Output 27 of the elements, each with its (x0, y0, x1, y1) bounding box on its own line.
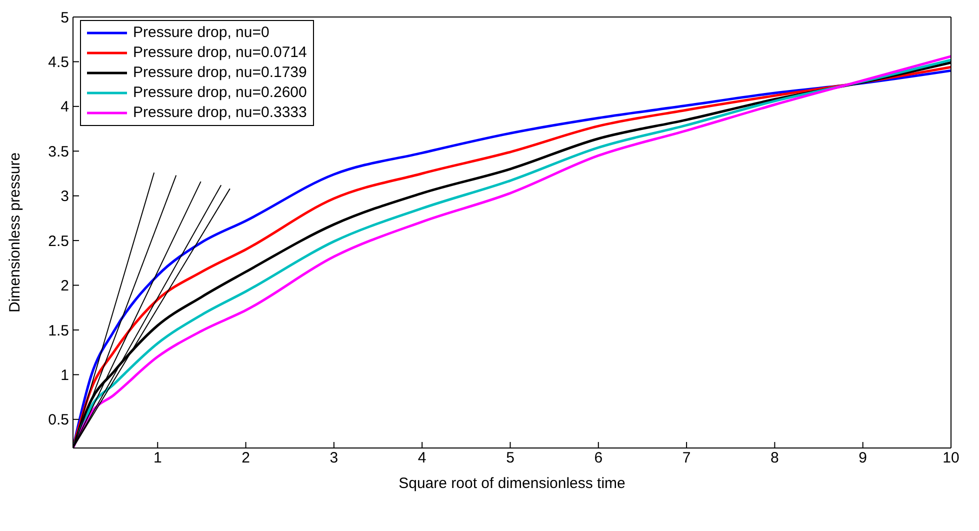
y-tick-label: 3.5 (48, 143, 69, 160)
x-tick-label: 2 (242, 450, 250, 467)
legend-label: Pressure drop, nu=0.3333 (133, 103, 307, 123)
x-tick-label: 5 (506, 450, 514, 467)
x-tick-label: 4 (418, 450, 426, 467)
y-tick-label: 1.5 (48, 322, 69, 340)
x-tick-label: 10 (942, 450, 960, 467)
y-axis-title: Dimensionless pressure (6, 152, 24, 313)
legend-label: Pressure drop, nu=0.2600 (133, 83, 307, 103)
x-tick-label: 7 (682, 450, 691, 467)
x-tick-label: 9 (858, 450, 868, 467)
y-tick-label: 1 (60, 367, 69, 384)
x-tick-label: 8 (770, 450, 779, 467)
legend-label: Pressure drop, nu=0 (133, 23, 270, 43)
x-tick-label: 1 (153, 450, 162, 467)
legend-label: Pressure drop, nu=0.0714 (133, 43, 307, 63)
x-axis-title: Square root of dimensionless time (398, 475, 626, 492)
y-tick-label: 3 (60, 188, 69, 206)
x-tick-label: 6 (594, 450, 603, 467)
y-tick-label: 4.5 (48, 54, 69, 72)
legend-label: Pressure drop, nu=0.1739 (133, 63, 307, 83)
y-tick-label: 4 (60, 98, 69, 116)
y-tick-label: 0.5 (48, 412, 69, 429)
y-tick-label: 5 (60, 9, 69, 26)
y-tick-label: 2.5 (48, 232, 69, 250)
y-tick-label: 2 (60, 278, 69, 295)
x-tick-label: 3 (330, 450, 338, 467)
